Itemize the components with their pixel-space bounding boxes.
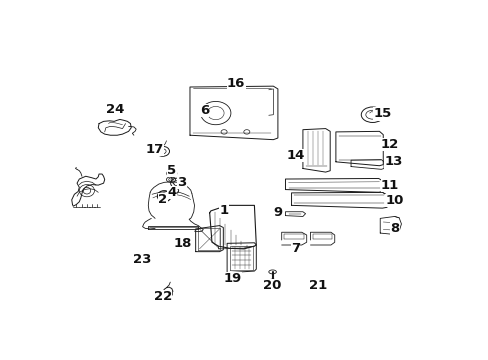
Text: 14: 14 xyxy=(286,149,305,162)
Text: 11: 11 xyxy=(380,179,398,192)
Text: 18: 18 xyxy=(174,237,192,250)
Text: 6: 6 xyxy=(199,104,208,117)
Text: 21: 21 xyxy=(308,279,326,292)
Text: 15: 15 xyxy=(373,107,391,120)
Text: 23: 23 xyxy=(133,253,151,266)
Text: 5: 5 xyxy=(167,164,176,177)
Text: 10: 10 xyxy=(385,194,403,207)
Text: 12: 12 xyxy=(380,138,398,151)
Text: 20: 20 xyxy=(263,279,281,292)
Text: 8: 8 xyxy=(389,222,398,235)
Text: 16: 16 xyxy=(226,77,245,90)
Text: 9: 9 xyxy=(273,206,282,219)
Text: 1: 1 xyxy=(219,204,228,217)
Text: 17: 17 xyxy=(146,143,164,156)
Text: 19: 19 xyxy=(223,272,241,285)
Text: 7: 7 xyxy=(290,242,299,255)
Text: 2: 2 xyxy=(158,193,167,206)
Text: 24: 24 xyxy=(105,103,124,116)
Text: 13: 13 xyxy=(384,156,402,168)
Text: 3: 3 xyxy=(177,176,186,189)
Text: 22: 22 xyxy=(153,290,171,303)
Text: 4: 4 xyxy=(167,186,176,199)
